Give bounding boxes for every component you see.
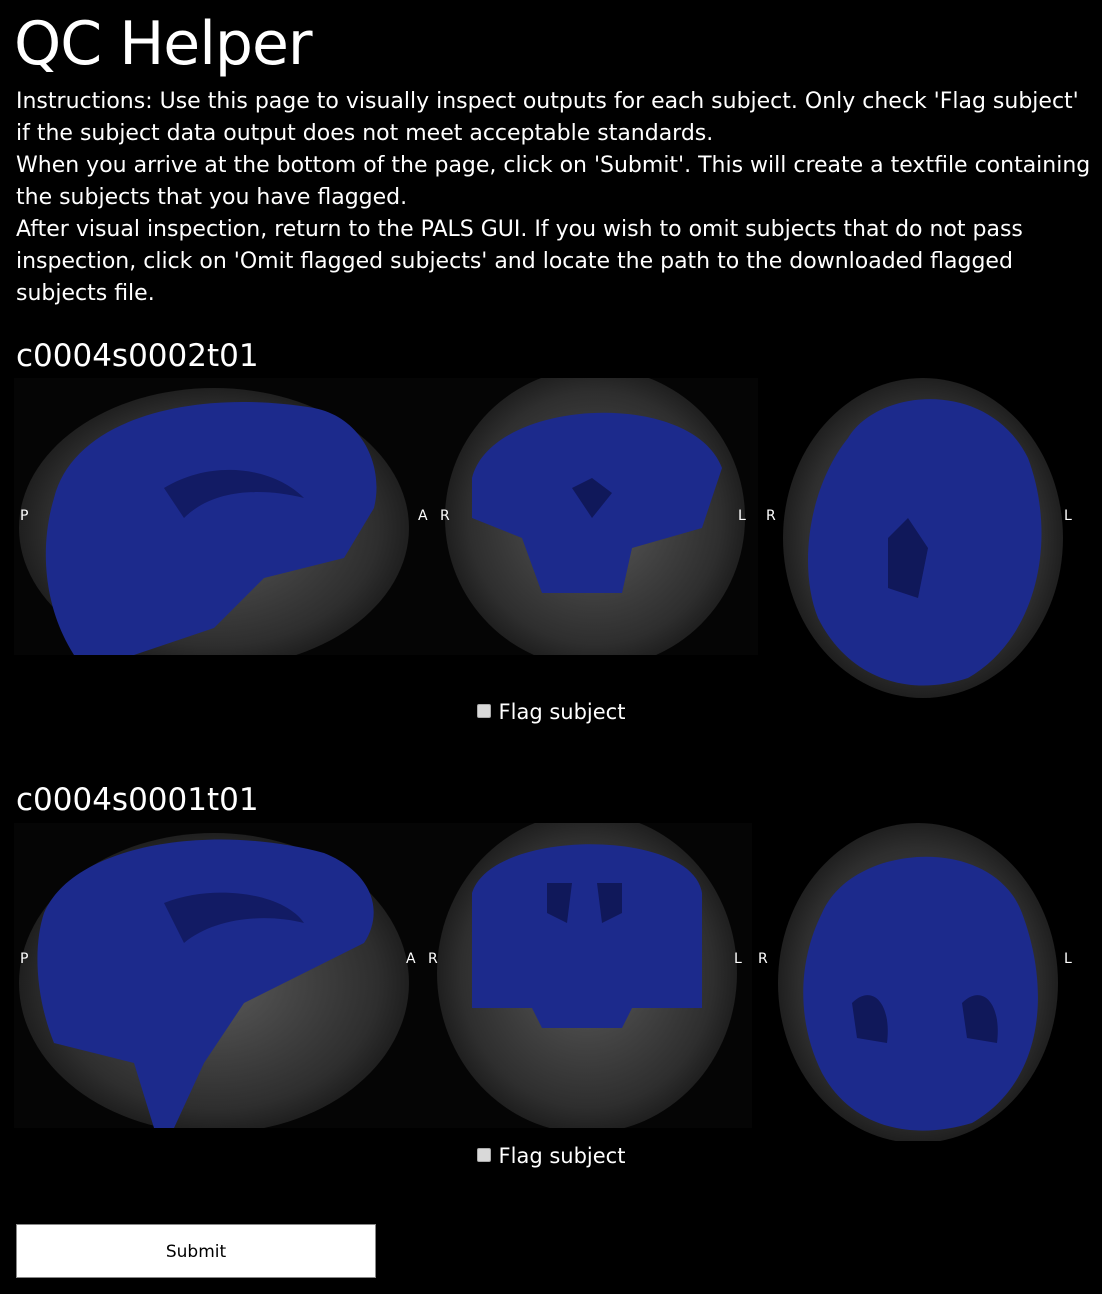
coronal-scan-image: R L xyxy=(432,378,758,655)
axial-scan-image: R L xyxy=(752,823,1084,1141)
axial-scan-image: R L xyxy=(758,378,1084,698)
flag-subject-label[interactable]: Flag subject xyxy=(498,700,626,724)
instructions-paragraph: When you arrive at the bottom of the pag… xyxy=(16,153,1091,210)
flag-subject-row[interactable]: Flag subject xyxy=(0,1142,1102,1170)
subject-id: c0004s0001t01 xyxy=(16,782,259,818)
instructions: Instructions: Use this page to visually … xyxy=(16,86,1091,310)
coronal-scan-image: R L xyxy=(422,823,752,1128)
flag-subject-row[interactable]: Flag subject xyxy=(0,698,1102,726)
sagittal-scan-image: P A xyxy=(14,378,432,655)
page-title: QC Helper xyxy=(14,9,313,79)
flag-subject-checkbox[interactable] xyxy=(476,1148,491,1162)
subject-id: c0004s0002t01 xyxy=(16,338,259,374)
orientation-label-left: R xyxy=(766,508,776,524)
instructions-paragraph: After visual inspection, return to the P… xyxy=(16,217,1023,306)
flag-subject-checkbox[interactable] xyxy=(476,704,491,718)
orientation-label-right: L xyxy=(1064,951,1072,967)
orientation-label-left: P xyxy=(20,951,28,967)
orientation-label-right: L xyxy=(738,508,746,524)
flag-subject-label[interactable]: Flag subject xyxy=(498,1144,626,1168)
instructions-paragraph: Instructions: Use this page to visually … xyxy=(16,89,1079,146)
orientation-label-right: A xyxy=(406,951,416,967)
orientation-label-left: R xyxy=(758,951,768,967)
sagittal-scan-image: P A xyxy=(14,823,422,1128)
orientation-label-left: R xyxy=(440,508,450,524)
orientation-label-right: L xyxy=(734,951,742,967)
orientation-label-right: A xyxy=(418,508,428,524)
orientation-label-left: P xyxy=(20,508,28,524)
orientation-label-left: R xyxy=(428,951,438,967)
submit-button[interactable]: Submit xyxy=(16,1224,376,1278)
orientation-label-right: L xyxy=(1064,508,1072,524)
